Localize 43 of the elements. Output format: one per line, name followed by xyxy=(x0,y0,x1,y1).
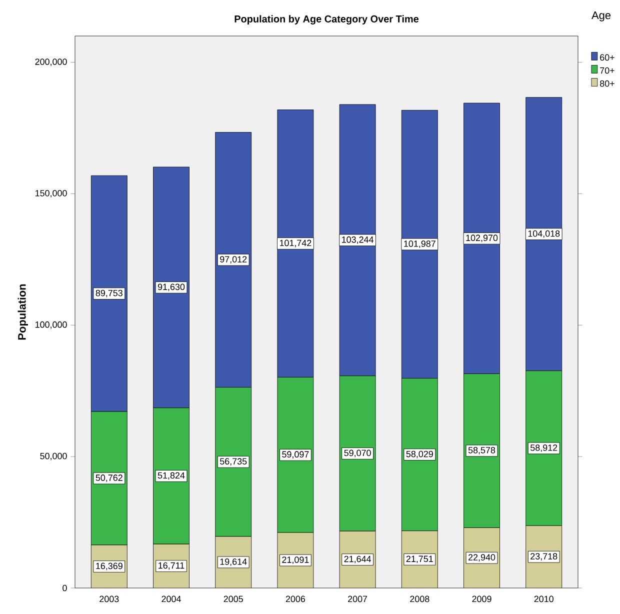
legend-label: 70+ xyxy=(600,67,614,74)
data-label: 103,244 xyxy=(342,236,374,244)
data-label: 56,735 xyxy=(220,458,247,466)
data-label: 16,369 xyxy=(96,562,122,570)
data-label: 21,751 xyxy=(406,556,433,564)
x-tick-label: 2005 xyxy=(224,596,243,602)
x-tick-label: 2003 xyxy=(100,596,119,602)
y-tick-label: 100,000 xyxy=(36,321,67,329)
data-label: 23,718 xyxy=(530,553,558,561)
data-label: 104,018 xyxy=(528,230,560,238)
legend-label: 80+ xyxy=(600,80,614,87)
data-label: 97,012 xyxy=(220,256,247,264)
data-label: 58,578 xyxy=(468,447,496,454)
x-tick-label: 2010 xyxy=(534,596,554,602)
chart-title: Population by Age Category Over Time xyxy=(234,15,419,24)
data-label: 101,742 xyxy=(280,240,312,248)
legend-title: Age xyxy=(592,12,611,22)
data-label: 50,762 xyxy=(96,474,122,482)
data-label: 59,070 xyxy=(344,450,371,458)
data-label: 16,711 xyxy=(158,562,184,570)
y-tick-label: 50,000 xyxy=(40,452,67,460)
data-label: 22,940 xyxy=(468,554,496,562)
data-label: 19,614 xyxy=(220,558,247,566)
x-tick-label: 2008 xyxy=(410,596,430,602)
y-tick-label: 200,000 xyxy=(35,58,67,66)
data-label: 59,097 xyxy=(282,451,309,459)
y-tick-label: 0 xyxy=(62,584,67,592)
data-label: 89,753 xyxy=(96,290,122,298)
data-label: 91,630 xyxy=(158,284,185,292)
data-label: 101,987 xyxy=(404,240,436,248)
data-label: 58,029 xyxy=(406,450,433,458)
y-axis-title: Population xyxy=(18,284,28,340)
data-label: 51,824 xyxy=(158,472,185,480)
x-tick-label: 2009 xyxy=(472,596,492,602)
y-tick-label: 150,000 xyxy=(36,190,67,198)
data-label: 102,970 xyxy=(466,234,498,242)
x-tick-label: 2007 xyxy=(348,596,368,602)
legend-label: 60+ xyxy=(600,54,614,61)
data-label: 58,912 xyxy=(530,444,558,452)
x-tick-label: 2004 xyxy=(162,596,181,602)
data-label: 21,644 xyxy=(344,556,371,564)
data-label: 21,091 xyxy=(282,556,309,564)
x-tick-label: 2006 xyxy=(286,596,306,602)
